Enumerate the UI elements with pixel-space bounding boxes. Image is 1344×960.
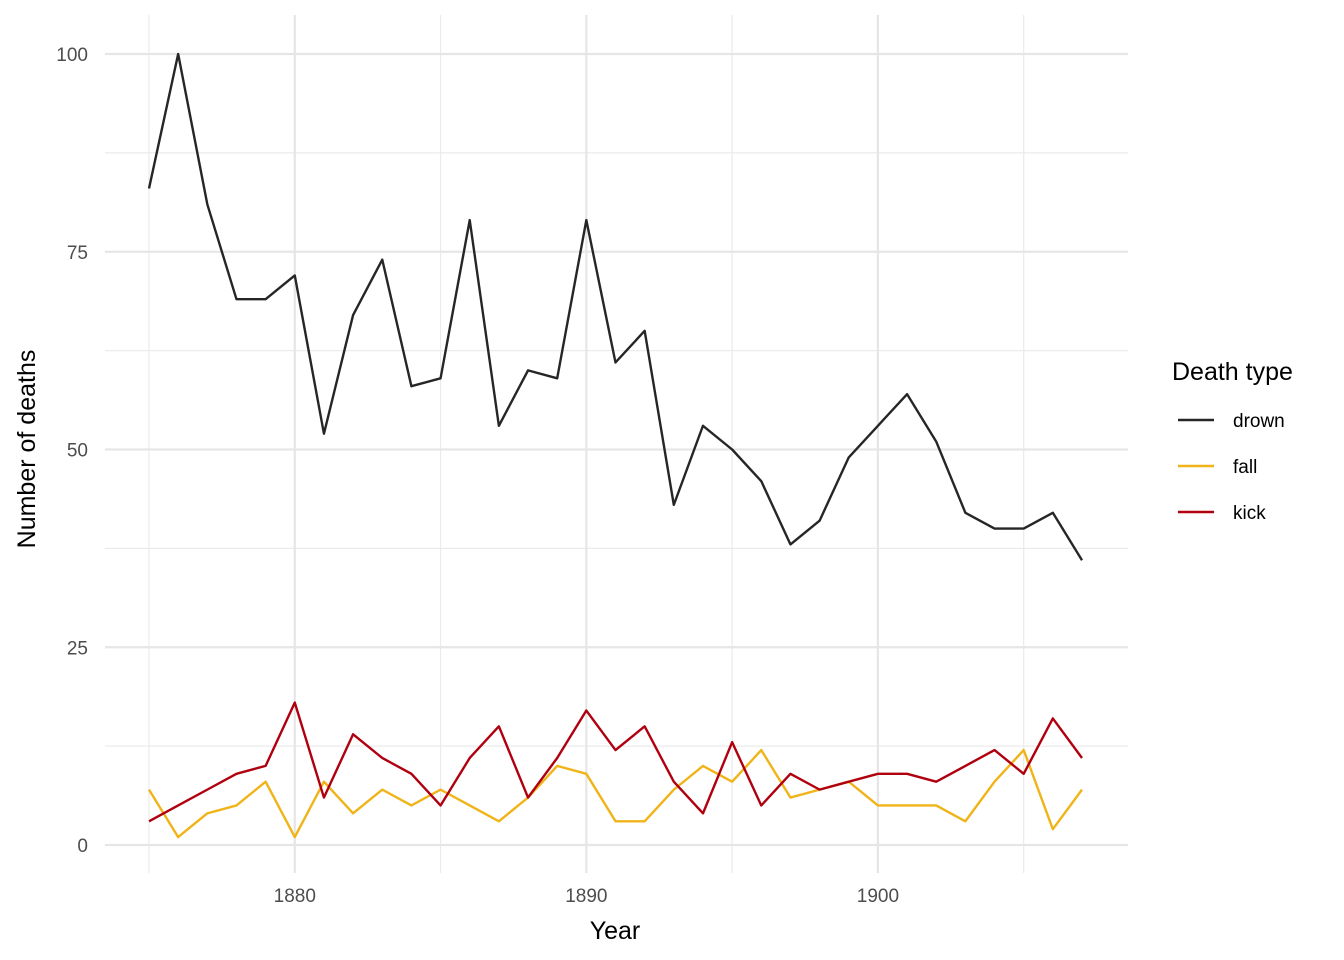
y-tick-label: 0 [77, 836, 88, 857]
major-gridlines [105, 15, 1128, 873]
y-tick-label: 75 [67, 243, 88, 264]
y-tick-label: 100 [56, 45, 88, 66]
legend-label-kick: kick [1233, 503, 1266, 524]
legend-title: Death type [1172, 358, 1293, 386]
x-axis-title: Year [590, 917, 641, 945]
series-lines [147, 52, 1084, 839]
minor-gridlines [105, 15, 1128, 873]
y-tick-label: 50 [67, 441, 88, 462]
x-tick-label: 1880 [274, 886, 316, 907]
x-tick-label: 1890 [565, 886, 607, 907]
y-tick-label: 25 [67, 638, 88, 659]
series-line-drown [147, 52, 1084, 561]
x-tick-label: 1900 [857, 886, 899, 907]
legend-label-drown: drown [1233, 411, 1285, 432]
y-axis-tick-labels: 0 25 50 75 100 [56, 45, 88, 857]
legend-label-fall: fall [1233, 457, 1257, 478]
x-axis-tick-labels: 1880 1890 1900 [274, 886, 899, 907]
series-line-kick [148, 701, 1083, 823]
legend: Death type drown fall kick [1172, 358, 1293, 524]
y-axis-title: Number of deaths [13, 350, 41, 549]
series-line-fall [147, 748, 1083, 839]
